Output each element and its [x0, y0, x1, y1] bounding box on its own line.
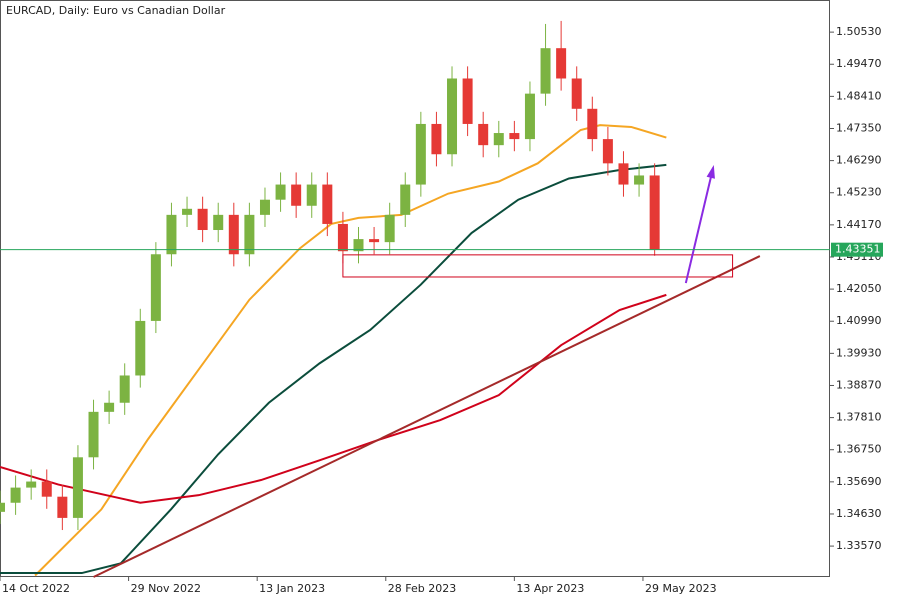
y-tick-label: 1.34630	[836, 507, 882, 520]
candle-body	[291, 184, 302, 206]
x-tick-label: 13 Jan 2023	[259, 582, 325, 595]
candle-body	[41, 481, 52, 497]
y-tick-label: 1.46290	[836, 154, 882, 167]
y-tick-label: 1.39930	[836, 346, 882, 359]
candle-body	[72, 457, 83, 518]
x-tick-label: 29 Nov 2022	[131, 582, 201, 595]
plot-frame	[0, 0, 830, 577]
y-tick-label: 1.35690	[836, 475, 882, 488]
indicator-line	[0, 293, 667, 504]
candle-body	[104, 402, 115, 412]
candle-body	[634, 175, 645, 185]
candle-body	[150, 254, 161, 321]
arrow-head	[706, 164, 715, 179]
y-tick-label: 1.42050	[836, 282, 882, 295]
y-tick-label: 1.33570	[836, 539, 882, 552]
last-price-label: 1.43351	[835, 243, 881, 256]
candle-body	[602, 139, 613, 164]
candle-body	[618, 163, 629, 185]
candle-body	[10, 487, 21, 503]
candle-body	[197, 208, 208, 231]
arrow	[684, 167, 715, 284]
candle-body	[415, 123, 426, 185]
candle-body	[119, 375, 130, 403]
x-tick-label: 14 Oct 2022	[2, 582, 70, 595]
candle-body	[275, 184, 286, 200]
candle-body	[228, 214, 239, 255]
candle-body	[493, 133, 504, 146]
y-tick-label: 1.37810	[836, 411, 882, 424]
y-tick-label: 1.50530	[836, 25, 882, 38]
x-tick-label: 13 Apr 2023	[516, 582, 584, 595]
candle-body	[306, 184, 317, 206]
candle-body	[478, 123, 489, 146]
last-price-box	[831, 242, 883, 257]
y-tick-label: 1.48410	[836, 89, 882, 102]
y-tick-label: 1.44170	[836, 218, 882, 231]
x-tick-label: 29 May 2023	[645, 582, 717, 595]
candle-body	[57, 496, 68, 518]
candle-body	[135, 320, 146, 376]
candle-body	[0, 502, 5, 512]
y-tick-label: 1.49470	[836, 57, 882, 70]
candle-body	[384, 214, 395, 243]
candle-body	[337, 223, 348, 252]
y-tick-label: 1.40990	[836, 314, 882, 327]
candle-body	[244, 214, 255, 255]
candle-body	[509, 133, 520, 140]
candle-body	[649, 175, 660, 250]
candle-body	[431, 123, 442, 155]
candle-body	[400, 184, 411, 215]
candle-body	[353, 239, 364, 252]
candle-body	[182, 208, 193, 215]
candle-body	[88, 411, 99, 458]
indicator-line	[34, 124, 667, 577]
candle-body	[213, 214, 224, 231]
candle-body	[587, 108, 598, 140]
y-tick-label: 1.38870	[836, 378, 882, 391]
y-tick-label: 1.36750	[836, 443, 882, 456]
candle-body	[462, 78, 473, 124]
indicator-line	[0, 163, 667, 575]
candle-body	[259, 199, 270, 215]
x-tick-label: 28 Feb 2023	[388, 582, 456, 595]
support-zone	[342, 254, 734, 278]
y-tick-label: 1.45230	[836, 186, 882, 199]
indicator-line	[93, 255, 761, 578]
candle-body	[556, 48, 567, 79]
y-tick-label: 1.47350	[836, 121, 882, 134]
candle-body	[369, 239, 380, 243]
candle-body	[524, 93, 535, 140]
candle-body	[571, 78, 582, 109]
candle-body	[26, 481, 37, 488]
candle-body	[447, 78, 458, 155]
chart-title: EURCAD, Daily: Euro vs Canadian Dollar	[6, 4, 226, 17]
candle-body	[166, 214, 177, 255]
candle-body	[322, 184, 333, 224]
candle-body	[540, 48, 551, 94]
